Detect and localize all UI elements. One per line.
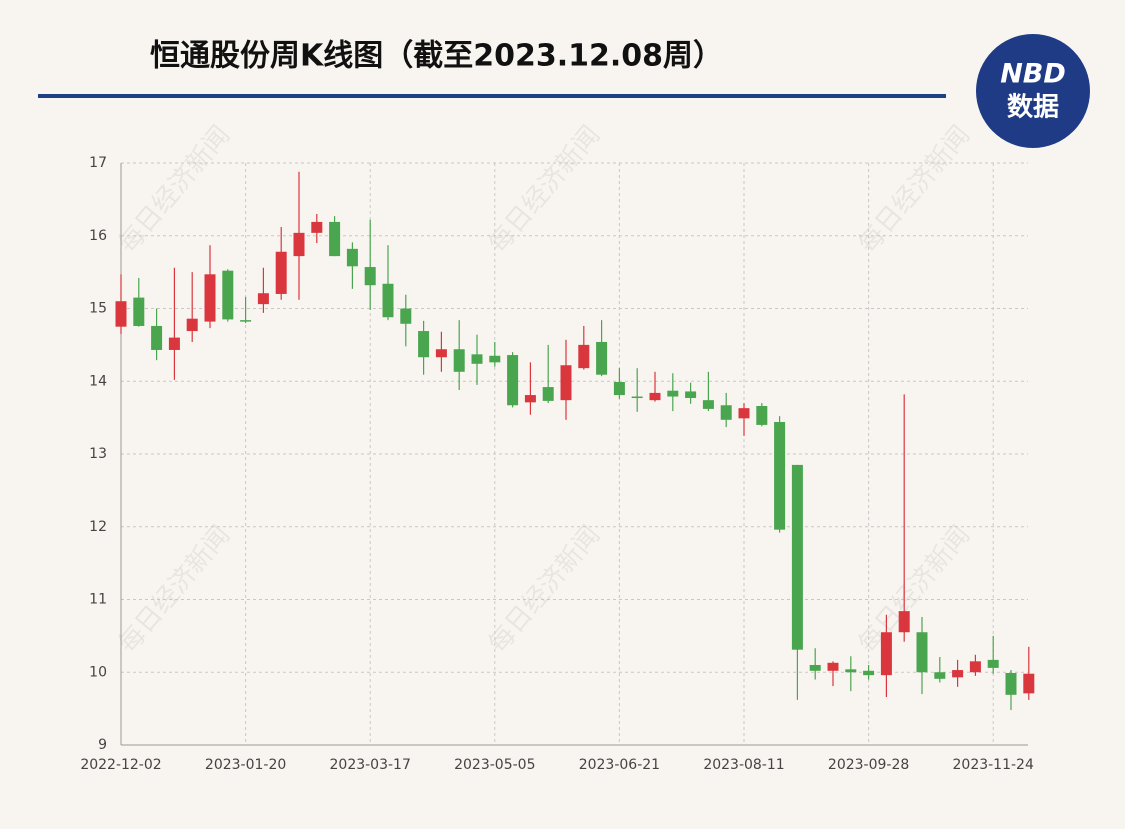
candle-body <box>382 283 394 318</box>
candle-body <box>809 664 821 671</box>
logo-badge <box>976 34 1090 148</box>
candle-body <box>863 670 875 676</box>
y-tick-label: 9 <box>98 737 107 753</box>
y-tick-label: 12 <box>89 519 107 535</box>
candle-body <box>329 221 341 257</box>
candle-body <box>596 341 608 375</box>
candle-body <box>791 464 803 650</box>
candle-body <box>560 365 572 401</box>
candle-body <box>720 405 732 420</box>
candle-body <box>738 408 750 419</box>
y-tick-label: 14 <box>89 373 107 389</box>
candle-body <box>542 387 554 401</box>
candle-body <box>880 632 892 676</box>
candle-body <box>453 349 465 372</box>
x-tick-label: 2023-09-28 <box>828 757 909 773</box>
logo-caption: 数据 <box>1007 93 1059 123</box>
candle-body <box>435 349 447 358</box>
candle-body <box>133 297 145 326</box>
y-tick-label: 10 <box>89 664 107 680</box>
candle-body <box>774 421 786 530</box>
candle-body <box>916 632 928 673</box>
candle-body <box>293 232 305 257</box>
candle-body <box>649 392 661 401</box>
candle-body <box>311 221 323 233</box>
candle-body <box>257 293 269 305</box>
x-tick-label: 2023-03-17 <box>330 757 411 773</box>
y-tick-label: 16 <box>89 228 107 244</box>
candle-body <box>489 355 501 363</box>
candle-body <box>471 354 483 364</box>
candle-body <box>168 337 180 350</box>
candle-body <box>685 391 697 398</box>
y-tick-label: 15 <box>89 301 107 317</box>
chart-title: 恒通股份周K线图（截至2023.12.08周） <box>150 39 723 74</box>
candle-body <box>667 390 679 397</box>
candle-body <box>631 396 643 399</box>
candle-body <box>346 248 358 267</box>
y-tick-label: 17 <box>89 155 107 171</box>
plot: 9 10 11 12 13 14 15 16 17 2022-12-02 2023-01-20 202… <box>80 155 1035 773</box>
candle-body <box>151 325 163 350</box>
logo-brand: NBD <box>1000 59 1066 90</box>
candle-body <box>613 381 625 396</box>
candle-body <box>898 611 910 633</box>
candle-body <box>524 395 536 403</box>
x-tick-label: 2023-11-24 <box>953 757 1034 773</box>
candle-body <box>578 344 590 369</box>
candle-body <box>987 659 999 668</box>
candle-body <box>827 662 839 671</box>
candle-body <box>240 320 252 322</box>
candle-body <box>400 308 412 324</box>
candle-body <box>204 274 216 322</box>
candle-body <box>952 670 964 678</box>
x-tick-label: 2023-06-21 <box>579 757 660 773</box>
candle-body <box>115 301 127 327</box>
x-tick-label: 2023-01-20 <box>205 757 286 773</box>
candle-body <box>364 267 376 286</box>
candle-body <box>845 669 857 673</box>
x-tick-label: 2022-12-02 <box>80 757 161 773</box>
x-tick-label: 2023-05-05 <box>454 757 535 773</box>
candle-body <box>702 400 714 409</box>
candle-body <box>275 251 287 294</box>
candle-body <box>186 318 198 332</box>
candle-body <box>934 672 946 679</box>
candle-body <box>969 661 981 673</box>
x-tick-label: 2023-08-11 <box>703 757 784 773</box>
candle-body <box>756 405 768 425</box>
candle-body <box>507 355 519 406</box>
y-tick-label: 11 <box>89 592 107 608</box>
candle-body <box>1023 673 1035 694</box>
y-tick-label: 13 <box>89 446 107 462</box>
candle-body <box>222 270 234 320</box>
candle-body <box>1005 672 1017 695</box>
title-rule <box>38 94 946 98</box>
candle-body <box>418 331 430 358</box>
